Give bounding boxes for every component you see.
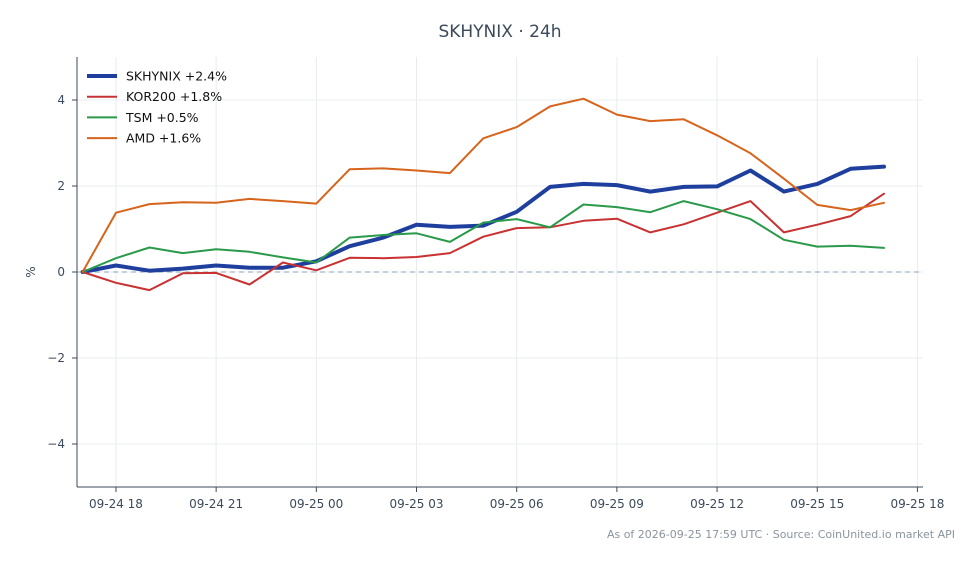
legend-label-skhynix: SKHYNIX +2.4% xyxy=(126,69,227,84)
x-tick-label: 09-25 06 xyxy=(490,497,544,511)
legend: SKHYNIX +2.4% KOR200 +1.8% TSM +0.5% AMD +1… xyxy=(87,69,227,146)
series-line-skhynix xyxy=(80,164,886,274)
y-ticks: −4 −2 0 2 4 xyxy=(47,93,77,451)
y-tick-label: 2 xyxy=(57,179,65,193)
x-tick-label: 09-24 21 xyxy=(189,497,243,511)
x-tick-label: 09-25 18 xyxy=(890,497,944,511)
y-axis-label: % xyxy=(24,266,38,277)
y-tick-label: −2 xyxy=(47,351,65,365)
legend-label-amd: AMD +1.6% xyxy=(126,131,201,146)
series-line-tsm xyxy=(81,200,885,273)
footer-note: As of 2026-09-25 17:59 UTC · Source: Coi… xyxy=(607,528,955,541)
series-line-kor200 xyxy=(81,192,885,292)
x-ticks: 09-24 18 09-24 21 09-25 00 09-25 03 09-25 06… xyxy=(89,487,944,511)
y-tick-label: 0 xyxy=(57,265,65,279)
series-lines xyxy=(80,97,886,292)
x-tick-label: 09-24 18 xyxy=(89,497,143,511)
chart-title: SKHYNIX · 24h xyxy=(438,22,561,42)
x-tick-label: 09-25 00 xyxy=(289,497,343,511)
series-line-amd xyxy=(81,97,885,273)
x-tick-label: 09-25 12 xyxy=(690,497,744,511)
y-tick-label: 4 xyxy=(57,93,65,107)
legend-label-tsm: TSM +0.5% xyxy=(125,110,199,125)
legend-label-kor200: KOR200 +1.8% xyxy=(126,89,222,104)
x-tick-label: 09-25 09 xyxy=(590,497,644,511)
x-tick-label: 09-25 15 xyxy=(790,497,844,511)
x-tick-label: 09-25 03 xyxy=(390,497,444,511)
y-tick-label: −4 xyxy=(47,437,65,451)
